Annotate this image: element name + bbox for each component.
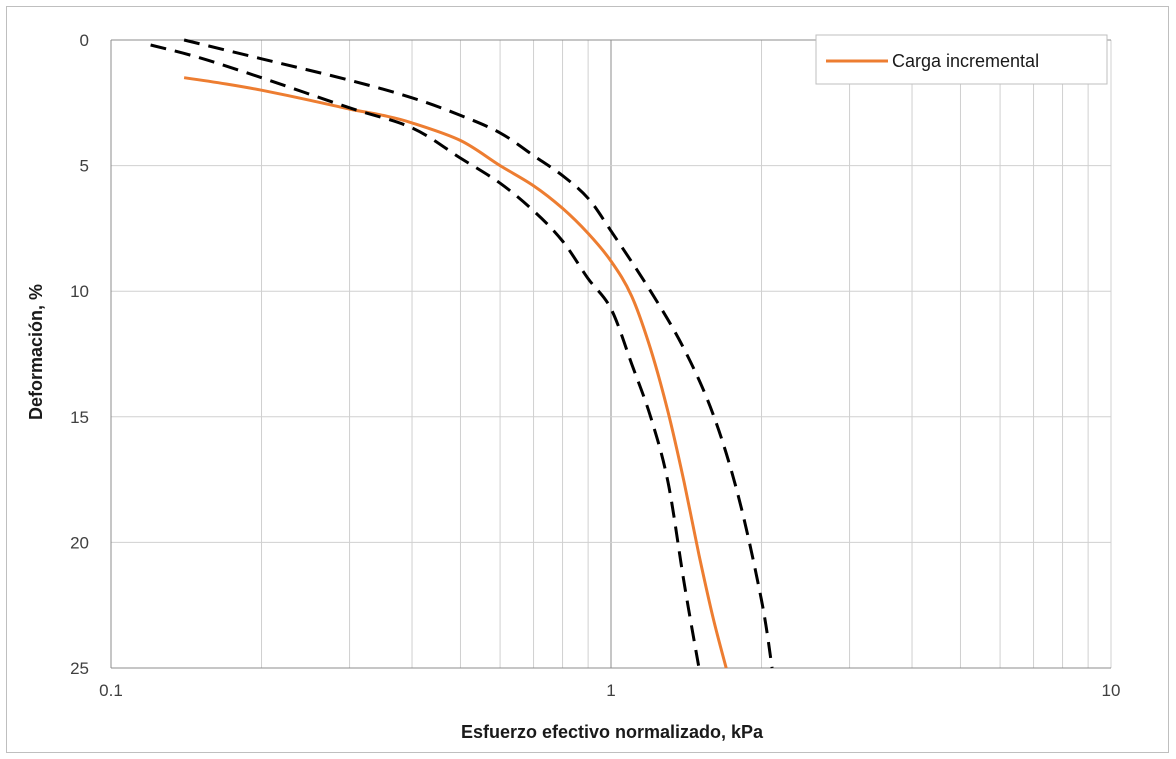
chart-frame [6,6,1169,753]
x-tick-label: 10 [1102,681,1121,700]
grid-lines [111,40,1112,668]
y-tick-label: 0 [80,31,89,50]
y-tick-label: 15 [70,408,89,427]
x-axis-title: Esfuerzo efectivo normalizado, kPa [461,722,764,742]
legend: Carga incremental [815,34,1108,85]
y-axis-title: Deformación, % [26,284,46,420]
series-line-carga-incremental [183,76,728,669]
y-tick-label: 20 [70,533,89,552]
series-dashed-line-1 [150,43,701,669]
legend-label-carga-incremental: Carga incremental [892,51,1039,71]
y-tick-label: 5 [80,157,89,176]
y-tick-label: 25 [70,659,89,678]
x-tick-label: 0.1 [99,681,123,700]
y-tick-label: 10 [70,282,89,301]
x-tick-label: 1 [606,681,615,700]
series-dashed-line-2 [183,38,774,669]
tick-labels: 0 5 10 15 20 25 0.1 1 10 [70,31,1120,700]
series-group [150,38,774,669]
